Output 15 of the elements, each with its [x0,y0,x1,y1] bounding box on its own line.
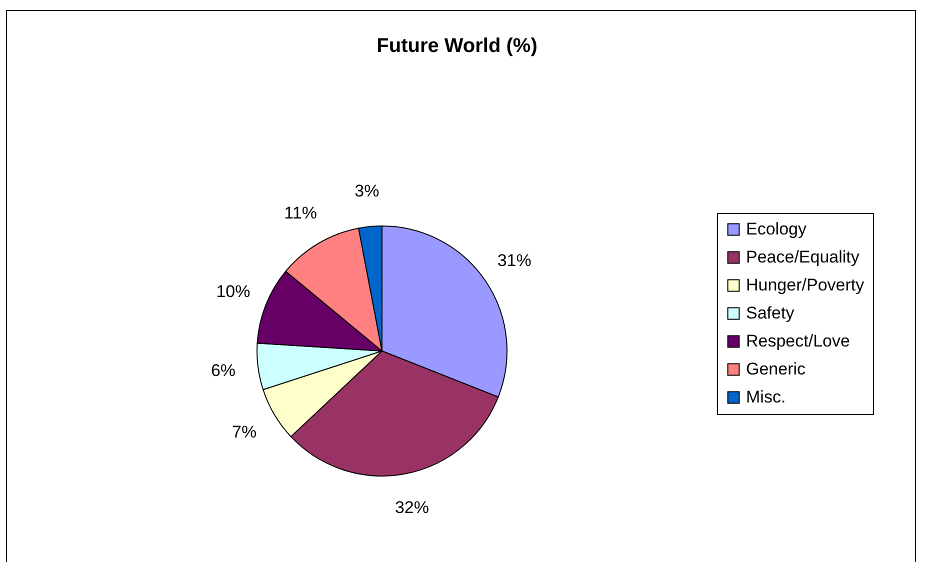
data-label: 32% [394,498,429,518]
legend-label: Ecology [746,220,807,238]
legend-label: Peace/Equality [746,248,860,266]
legend-label: Hunger/Poverty [746,276,865,294]
data-label: 6% [210,361,236,380]
data-label: 31% [497,251,532,270]
data-label: 11% [284,203,317,222]
legend-label: Safety [746,304,795,322]
legend-label: Misc. [746,388,786,406]
legend-label: Respect/Love [746,332,850,350]
legend-label: Generic [746,360,806,378]
data-label: 3% [354,182,380,201]
data-label: 10% [216,282,250,302]
data-label: 7% [232,422,257,442]
chart-title: Future World (%) [376,35,538,57]
